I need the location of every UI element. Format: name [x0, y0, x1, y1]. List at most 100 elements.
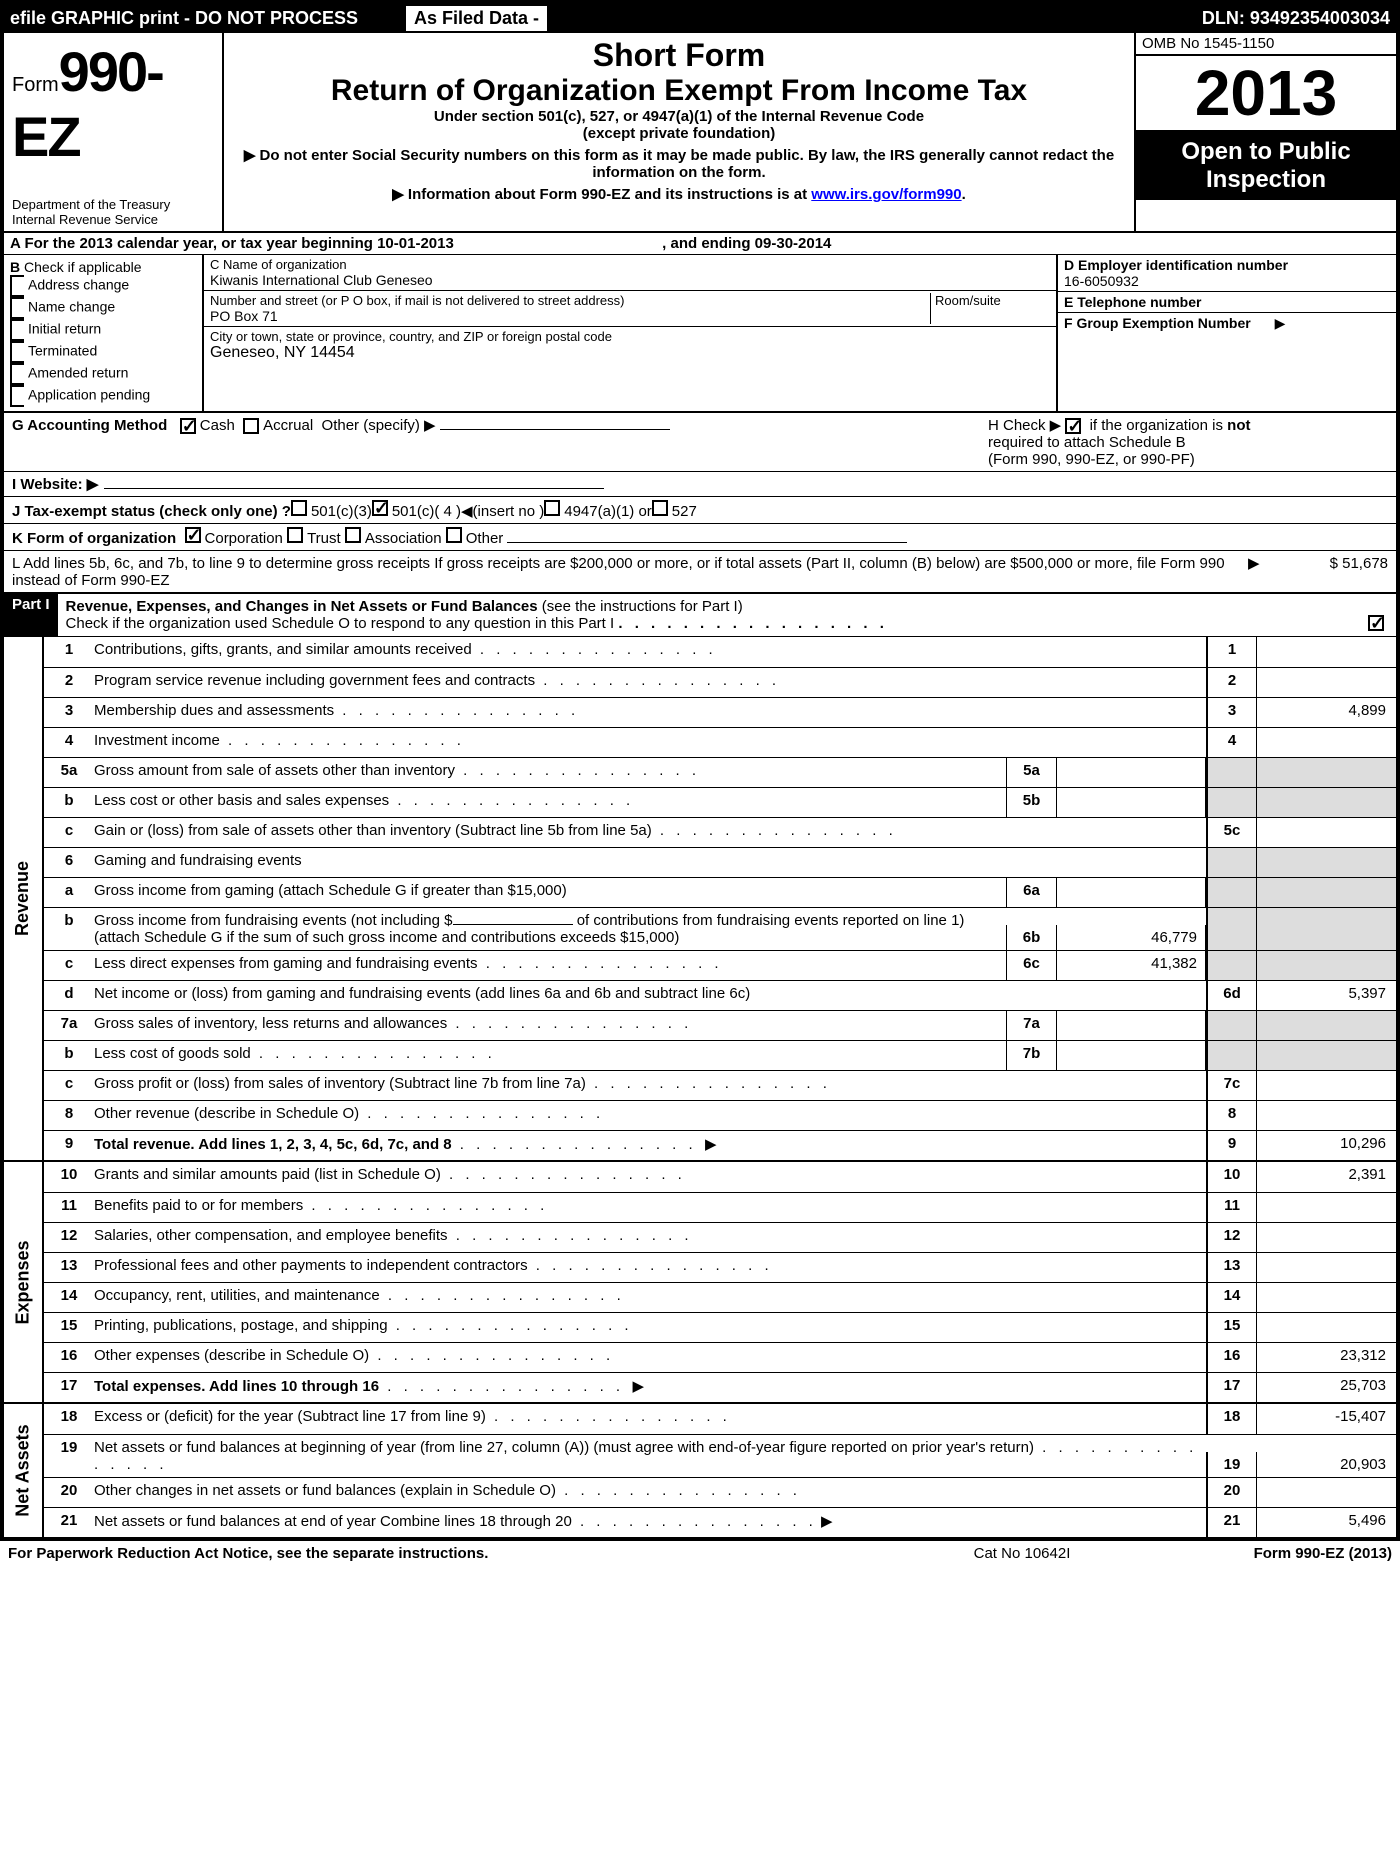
column-c: C Name of organization Kiwanis Internati… — [204, 255, 1056, 411]
lbl-accrual: Accrual — [263, 417, 313, 434]
chk-cash[interactable] — [180, 418, 196, 434]
footer-left: For Paperwork Reduction Act Notice, see … — [8, 1545, 872, 1562]
chk-part-i-schedule-o[interactable] — [1368, 615, 1384, 631]
line-h-not: not — [1227, 417, 1250, 434]
revenue-block: Revenue 1 Contributions, gifts, grants, … — [4, 636, 1396, 1160]
line-a-begin: 10-01-2013 — [377, 235, 454, 252]
open-public-1: Open to Public — [1140, 138, 1392, 166]
chk-name-change[interactable] — [10, 297, 24, 319]
line-j-pre: J Tax-exempt status (check only one) ? — [12, 503, 291, 520]
column-def: D Employer identification number 16-6050… — [1056, 255, 1396, 411]
dept-treasury: Department of the Treasury — [12, 197, 214, 212]
lbl-corporation: Corporation — [205, 530, 283, 547]
part-i-title-2: (see the instructions for Part I) — [542, 598, 743, 615]
chk-address-change[interactable] — [10, 275, 24, 297]
chk-initial-return[interactable] — [10, 319, 24, 341]
line-19: 19Net assets or fund balances at beginni… — [44, 1434, 1396, 1477]
note-info: ▶ Information about Form 990-EZ and its … — [228, 185, 1130, 203]
chk-accrual[interactable] — [243, 418, 259, 434]
form-label: Form — [12, 74, 59, 96]
chk-amended-return[interactable] — [10, 363, 24, 385]
line-10: 10Grants and similar amounts paid (list … — [44, 1162, 1396, 1192]
line-6c: c Less direct expenses from gaming and f… — [44, 950, 1396, 980]
lbl-amended-return: Amended return — [28, 365, 128, 381]
column-b: B Check if applicable Address change Nam… — [4, 255, 204, 411]
line-l-arrow: ▶ — [1248, 554, 1268, 572]
line-j: J Tax-exempt status (check only one) ? 5… — [4, 496, 1396, 523]
line-7c: c Gross profit or (loss) from sales of i… — [44, 1070, 1396, 1100]
form-990ez: efile GRAPHIC print - DO NOT PROCESS As … — [0, 0, 1400, 1541]
line-7a: 7a Gross sales of inventory, less return… — [44, 1010, 1396, 1040]
net-assets-side-label: Net Assets — [4, 1404, 44, 1537]
line-9: 9 Total revenue. Add lines 1, 2, 3, 4, 5… — [44, 1130, 1396, 1160]
note-ssn: ▶ Do not enter Social Security numbers o… — [228, 146, 1130, 181]
lbl-insert-no: ◀(insert no ) — [461, 502, 544, 520]
line-17: 17Total expenses. Add lines 10 through 1… — [44, 1372, 1396, 1402]
chk-application-pending[interactable] — [10, 385, 24, 407]
expenses-side-label: Expenses — [4, 1162, 44, 1402]
header-right: OMB No 1545-1150 2013 Open to Public Ins… — [1136, 33, 1396, 231]
chk-corporation[interactable] — [185, 527, 201, 543]
line-6b: b Gross income from fundraising events (… — [44, 907, 1396, 950]
org-name-value: Kiwanis International Club Geneseo — [210, 272, 1050, 288]
line-4: 4 Investment income 4 — [44, 727, 1396, 757]
col-b-letter: B — [10, 259, 20, 275]
lbl-initial-return: Initial return — [28, 321, 101, 337]
part-i-check-text: Check if the organization used Schedule … — [66, 615, 615, 632]
line-15: 15Printing, publications, postage, and s… — [44, 1312, 1396, 1342]
chk-association[interactable] — [345, 527, 361, 543]
lbl-501c: 501(c)( 4 ) — [392, 503, 461, 520]
chk-terminated[interactable] — [10, 341, 24, 363]
street-label: Number and street (or P O box, if mail i… — [210, 293, 930, 308]
form-footer: For Paperwork Reduction Act Notice, see … — [0, 1541, 1400, 1566]
line-6: 6 Gaming and fundraising events — [44, 847, 1396, 877]
line-a-mid: , and ending — [662, 235, 755, 252]
line-11: 11Benefits paid to or for members 11 — [44, 1192, 1396, 1222]
group-exemption-label: F Group Exemption Number — [1064, 315, 1251, 331]
chk-501c[interactable] — [372, 500, 388, 516]
line-k-pre: K Form of organization — [12, 530, 176, 547]
return-title: Return of Organization Exempt From Incom… — [228, 74, 1130, 108]
line-l: L Add lines 5b, 6c, and 7b, to line 9 to… — [4, 550, 1396, 592]
header-center: Short Form Return of Organization Exempt… — [224, 33, 1136, 231]
street-value: PO Box 71 — [210, 308, 930, 324]
line-3: 3 Membership dues and assessments 3 4,89… — [44, 697, 1396, 727]
chk-other-org[interactable] — [446, 527, 462, 543]
part-i-title-bold: Revenue, Expenses, and Changes in Net As… — [66, 598, 538, 615]
line-8: 8 Other revenue (describe in Schedule O)… — [44, 1100, 1396, 1130]
line-g-h: G Accounting Method Cash Accrual Other (… — [4, 412, 1396, 471]
footer-mid: Cat No 10642I — [872, 1545, 1172, 1562]
part-i-label: Part I — [4, 594, 58, 636]
form-header: Form990-EZ Department of the Treasury In… — [4, 33, 1396, 233]
website-label: I Website: ▶ — [12, 475, 98, 493]
city-label: City or town, state or province, country… — [210, 329, 1050, 344]
line-6a: a Gross income from gaming (attach Sched… — [44, 877, 1396, 907]
lbl-name-change: Name change — [28, 299, 115, 315]
open-public: Open to Public Inspection — [1136, 132, 1396, 200]
group-exemption-arrow: ▶ — [1275, 315, 1286, 331]
line-7b: b Less cost of goods sold 7b — [44, 1040, 1396, 1070]
subtitle-1: Under section 501(c), 527, or 4947(a)(1)… — [228, 108, 1130, 125]
line-l-text: L Add lines 5b, 6c, and 7b, to line 9 to… — [12, 555, 1248, 589]
line-a-pre: A For the 2013 calendar year, or tax yea… — [10, 235, 377, 252]
footer-right: Form 990-EZ (2013) — [1172, 1545, 1392, 1562]
chk-4947[interactable] — [544, 500, 560, 516]
chk-527[interactable] — [652, 500, 668, 516]
form-number: 990-EZ — [12, 40, 163, 168]
line-14: 14Occupancy, rent, utilities, and mainte… — [44, 1282, 1396, 1312]
short-form-title: Short Form — [228, 37, 1130, 74]
as-filed-label: As Filed Data - — [406, 6, 547, 31]
chk-trust[interactable] — [287, 527, 303, 543]
line-h-2: required to attach Schedule B — [988, 434, 1186, 451]
line-12: 12Salaries, other compensation, and empl… — [44, 1222, 1396, 1252]
irs-link[interactable]: www.irs.gov/form990 — [811, 186, 961, 203]
line-18: 18Excess or (deficit) for the year (Subt… — [44, 1404, 1396, 1434]
org-name-label: C Name of organization — [210, 257, 1050, 272]
line-g-label: G Accounting Method — [12, 417, 167, 434]
chk-schedule-b[interactable] — [1065, 418, 1081, 434]
net-assets-block: Net Assets 18Excess or (deficit) for the… — [4, 1402, 1396, 1537]
revenue-side-label: Revenue — [4, 637, 44, 1160]
line-5a: 5a Gross amount from sale of assets othe… — [44, 757, 1396, 787]
line-2: 2 Program service revenue including gove… — [44, 667, 1396, 697]
chk-501c3[interactable] — [291, 500, 307, 516]
